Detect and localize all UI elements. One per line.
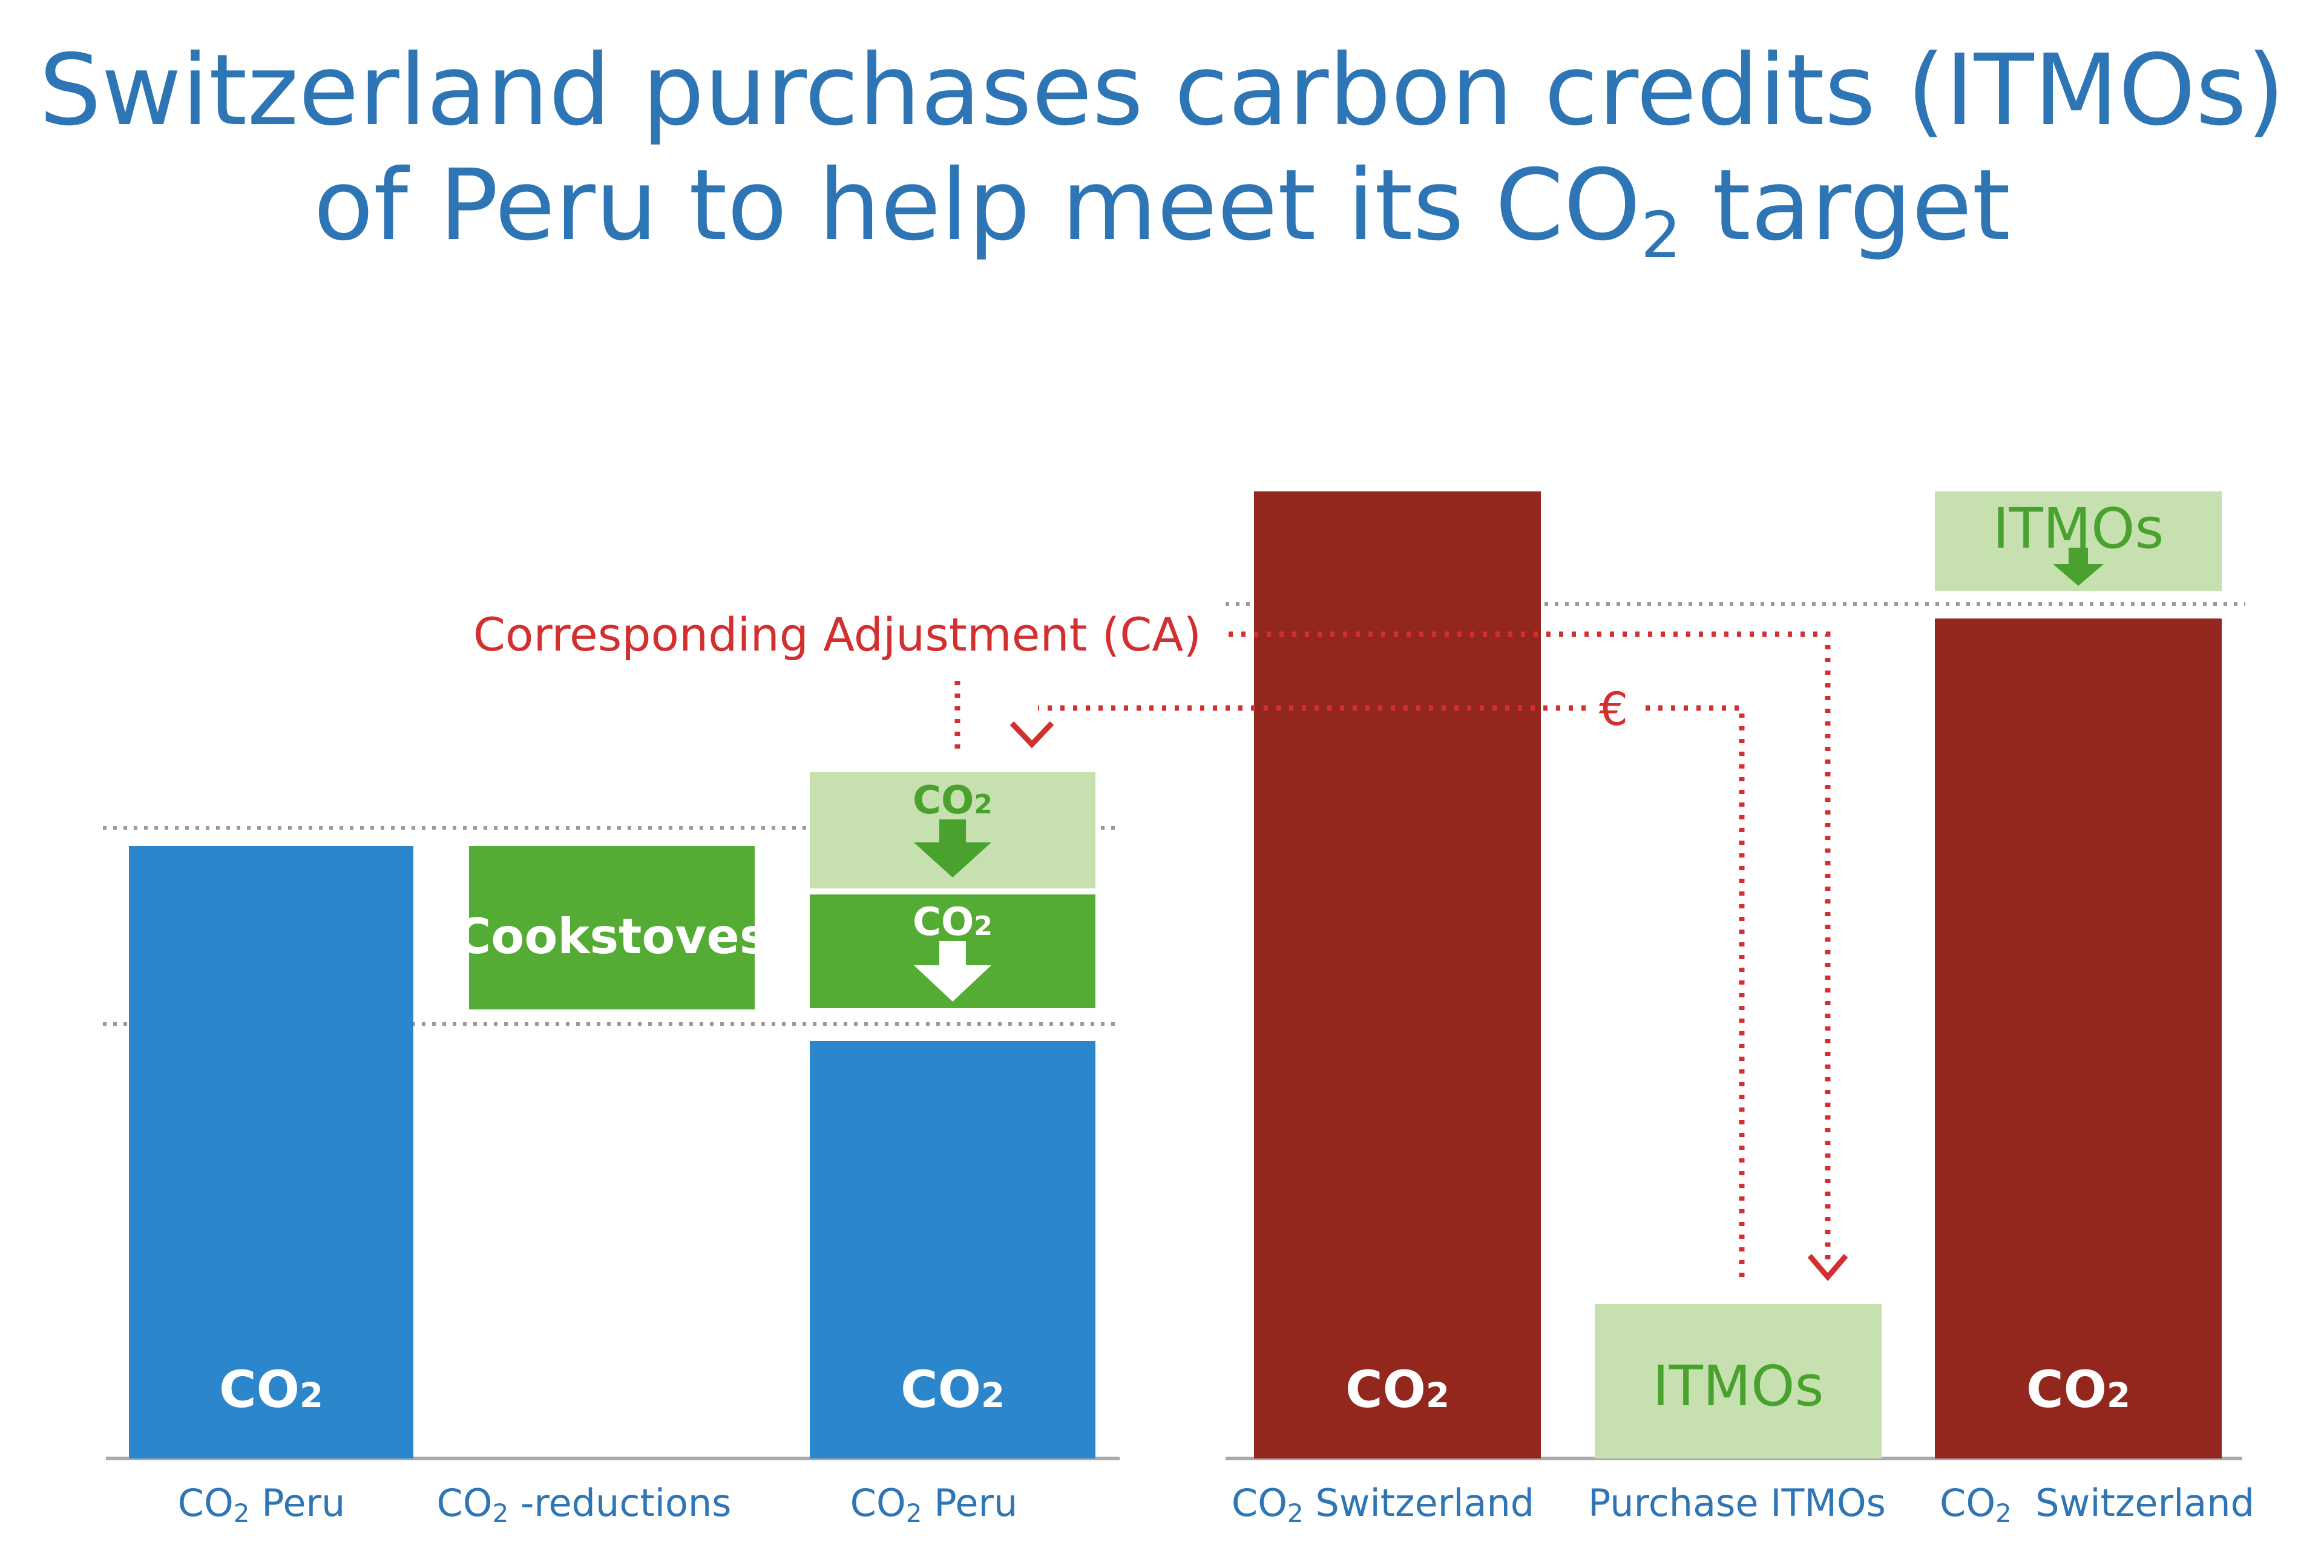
bar-co2-label: CO2: [219, 1360, 323, 1419]
corresponding-adjustment-label: Corresponding Adjustment (CA): [473, 608, 1201, 661]
chevron-down-icon: [1807, 1254, 1848, 1281]
bar-co2-peru-before: [129, 846, 413, 1458]
x-label-co2-switzerland-after: CO2 Switzerland: [1940, 1481, 2254, 1528]
bar-co2-switzerland-before: [1254, 491, 1541, 1458]
down-arrow-icon: [914, 819, 991, 877]
cookstoves-box: [469, 846, 755, 1009]
bar-co2-peru-after: [810, 1041, 1095, 1458]
itmos-purchase-label: ITMOs: [1652, 1354, 1823, 1419]
ca-flow-line: [1229, 631, 1831, 1262]
bar-co2-label: CO2: [901, 1360, 1005, 1419]
cookstoves-label: Cookstoves: [456, 908, 769, 965]
bar-co2-label: CO2: [2026, 1360, 2130, 1419]
co2-reduction-label: CO2: [913, 900, 993, 945]
euro-flow-line-right: [1641, 705, 1745, 1277]
x-label-purchase-itmos: Purchase ITMOs: [1588, 1481, 1886, 1525]
itmos-purchase-box: [1595, 1304, 1882, 1458]
down-arrow-icon: [914, 941, 991, 1002]
x-axis-labels: CO2 Peru CO2 -reductions CO2 Peru CO2 Sw…: [178, 1481, 2254, 1528]
chevron-down-icon: [1009, 721, 1054, 749]
title-line-2: of Peru to help meet its CO2 target: [313, 149, 2011, 272]
x-label-co2-switzerland: CO2 Switzerland: [1232, 1481, 1534, 1528]
euro-icon: €: [1599, 682, 1628, 736]
bar-co2-switzerland-after: [1935, 618, 2222, 1458]
title-line-1: Switzerland purchases carbon credits (IT…: [39, 34, 2285, 148]
bar-co2-label: CO2: [1345, 1360, 1449, 1419]
annotation-flows: [954, 631, 1831, 1277]
down-arrow-icon: [2053, 548, 2104, 586]
x-label-co2-peru-after: CO2 Peru: [850, 1481, 1018, 1528]
co2-transferred-label: CO2: [913, 778, 993, 823]
x-label-co2-peru: CO2 Peru: [178, 1481, 346, 1528]
x-label-co2-reductions: CO2 -reductions: [437, 1481, 732, 1528]
chart-title: Switzerland purchases carbon credits (IT…: [39, 34, 2285, 272]
